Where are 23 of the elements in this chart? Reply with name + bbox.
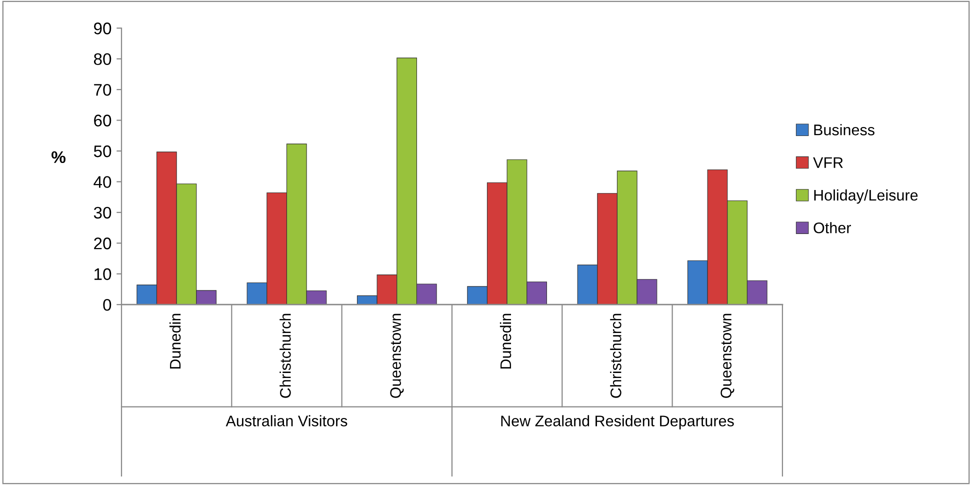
x-tick-label: Dunedin bbox=[169, 314, 181, 369]
y-tick-label: 50 bbox=[94, 145, 112, 158]
y-tick-label: 10 bbox=[94, 268, 112, 280]
y-tick-label: 0 bbox=[103, 298, 112, 311]
y-tick-label: 70 bbox=[94, 84, 112, 96]
legend-label: Holiday/Leisure bbox=[814, 189, 918, 204]
x-tick-label: Queenstown bbox=[390, 314, 404, 398]
legend-label: Business bbox=[814, 124, 874, 136]
y-tick-label: 20 bbox=[94, 238, 112, 250]
x-tick-label: Dunedin bbox=[500, 314, 512, 369]
y-tick-label: 80 bbox=[94, 53, 112, 66]
legend-label: Other bbox=[814, 222, 851, 234]
text: Australian Visitors bbox=[226, 415, 348, 426]
y-axis-title: % bbox=[52, 151, 66, 164]
y-tick-label: 90 bbox=[94, 22, 112, 34]
x-tick-label: Christchurch bbox=[280, 314, 291, 398]
y-tick-label: 30 bbox=[94, 206, 112, 219]
text: New Zealand Resident Departures bbox=[501, 415, 734, 430]
x-tick-label: Christchurch bbox=[610, 314, 622, 398]
legend-label: VFR bbox=[813, 157, 843, 168]
x-tick-label: Queenstown bbox=[720, 314, 734, 398]
y-tick-label: 60 bbox=[94, 114, 112, 126]
y-tick-label: 40 bbox=[94, 176, 112, 188]
